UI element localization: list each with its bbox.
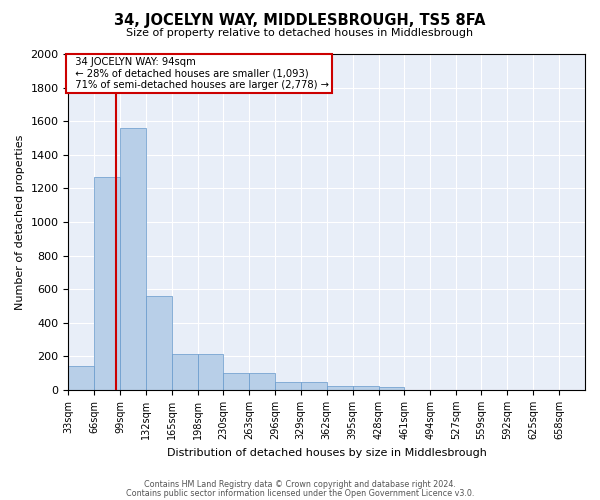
Bar (68, 366, 94, 390)
Y-axis label: Number of detached properties: Number of detached properties (15, 134, 25, 310)
Bar (275, 382, 301, 390)
Bar (120, 128, 146, 390)
Bar (327, 386, 353, 390)
X-axis label: Distribution of detached houses by size in Middlesbrough: Distribution of detached houses by size … (167, 448, 487, 458)
Text: Contains public sector information licensed under the Open Government Licence v3: Contains public sector information licen… (126, 488, 474, 498)
Text: 34 JOCELYN WAY: 94sqm
  ← 28% of detached houses are smaller (1,093)
  71% of se: 34 JOCELYN WAY: 94sqm ← 28% of detached … (69, 56, 329, 90)
Bar (198, 354, 223, 390)
Text: Contains HM Land Registry data © Crown copyright and database right 2024.: Contains HM Land Registry data © Crown c… (144, 480, 456, 489)
Bar (94, 176, 120, 390)
Bar (223, 373, 249, 390)
Bar (146, 296, 172, 390)
Bar (172, 354, 198, 390)
Bar (379, 386, 404, 390)
Bar (249, 373, 275, 390)
Bar (301, 382, 327, 390)
Bar (353, 386, 379, 390)
Text: Size of property relative to detached houses in Middlesbrough: Size of property relative to detached ho… (127, 28, 473, 38)
Text: 34, JOCELYN WAY, MIDDLESBROUGH, TS5 8FA: 34, JOCELYN WAY, MIDDLESBROUGH, TS5 8FA (114, 12, 486, 28)
